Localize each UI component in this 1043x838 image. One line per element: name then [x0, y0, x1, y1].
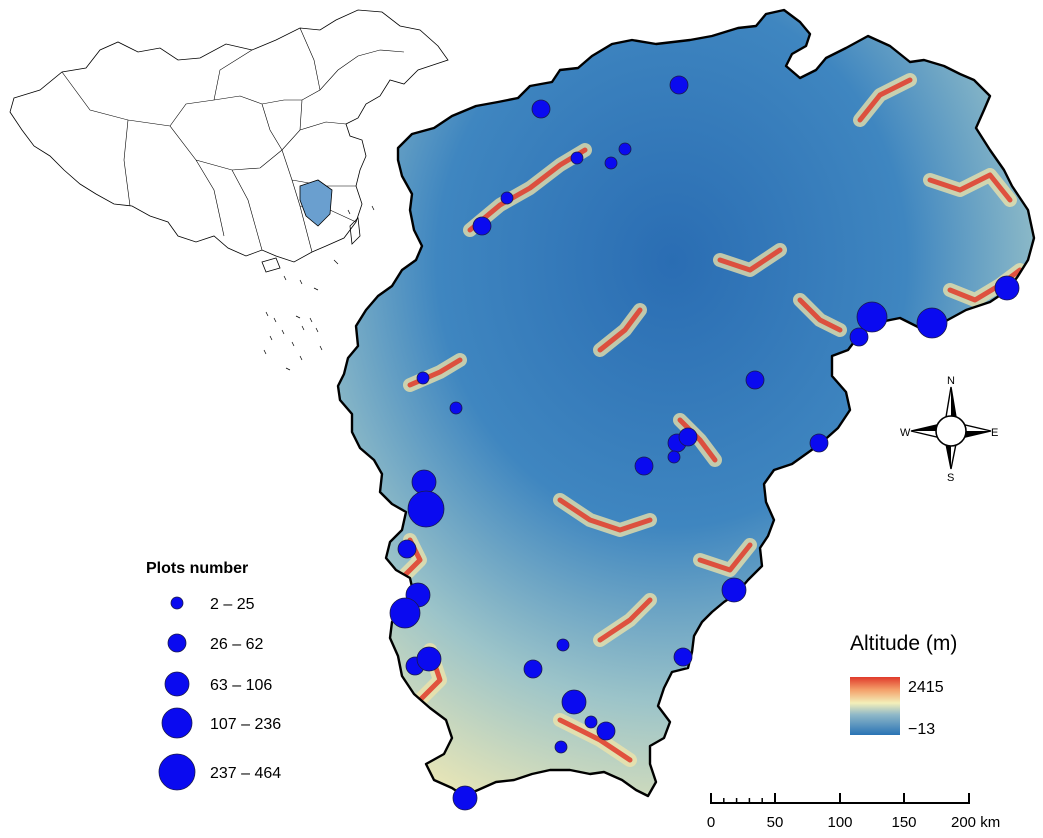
plots-legend: Plots number 2 – 25 26 – 62 63 – 106 107 – …: [146, 560, 281, 791]
altitude-legend: Altitude (m) 2415 −13: [850, 632, 957, 738]
china-outline: [9, 9, 449, 263]
plots-legend-symbol: [161, 707, 193, 739]
province-terrain: [338, 10, 1034, 796]
relief-ridge: [677, 417, 718, 463]
plot-marker: [556, 638, 570, 652]
altitude-color-ramp: [850, 677, 900, 735]
plot-marker: [596, 721, 616, 741]
plot-marker: [669, 75, 689, 95]
plot-marker: [452, 785, 478, 811]
north-arrow-compass: N S E W: [900, 375, 998, 484]
plot-marker: [472, 216, 492, 236]
plot-marker: [407, 490, 445, 528]
plots-legend-symbol: [158, 753, 196, 791]
plots-legend-label: 107 – 236: [210, 716, 281, 733]
relief-ridge: [857, 77, 913, 123]
taiwan-outline: [349, 217, 361, 245]
relief-ridge: [697, 542, 753, 573]
altitude-min-label: −13: [908, 721, 935, 738]
plots-legend-label: 237 – 464: [210, 765, 281, 782]
plot-marker: [554, 740, 568, 754]
scale-tick-label: 0: [707, 814, 715, 831]
hainan-outline: [261, 257, 281, 273]
plot-marker: [570, 151, 584, 165]
compass-e-label: E: [991, 427, 998, 439]
plot-marker: [416, 371, 430, 385]
compass-s-label: S: [947, 472, 954, 484]
plot-marker: [416, 646, 442, 672]
relief-ridge: [467, 147, 588, 233]
scale-bar: 0 50 100 150 200 km: [707, 793, 1000, 831]
relief-ridge: [557, 717, 633, 763]
plot-marker: [721, 577, 747, 603]
plot-marker: [916, 307, 948, 339]
plots-legend-label: 63 – 106: [210, 677, 272, 694]
plots-legend-symbol: [170, 596, 184, 610]
compass-n-label: N: [947, 375, 955, 387]
plots-legend-symbol: [164, 671, 190, 697]
plot-marker: [618, 142, 632, 156]
plots-legend-label: 2 – 25: [210, 596, 255, 613]
province-borders: [61, 27, 405, 253]
plot-marker: [500, 191, 514, 205]
plot-marker: [531, 99, 551, 119]
plot-marker: [745, 370, 765, 390]
scale-tick-label: 150: [891, 814, 916, 831]
plot-marker: [673, 647, 693, 667]
compass-w-label: W: [900, 427, 911, 439]
plot-marker: [411, 469, 437, 495]
plot-marker: [809, 433, 829, 453]
china-inset-map: [9, 9, 449, 371]
plot-marker: [678, 427, 698, 447]
plots-legend-title: Plots number: [146, 560, 248, 577]
plot-marker: [634, 456, 654, 476]
jiangxi-highlight: [299, 179, 333, 227]
relief-ridge: [557, 497, 653, 533]
plots-legend-symbol: [167, 633, 187, 653]
plot-marker: [397, 539, 417, 559]
plot-marker: [449, 401, 463, 415]
scale-tick-label: 50: [767, 814, 784, 831]
plot-marker: [584, 715, 598, 729]
compass-center-circle: [935, 415, 967, 447]
relief-ridge: [597, 597, 653, 643]
relief-ridge: [717, 247, 783, 273]
altitude-max-label: 2415: [908, 679, 944, 696]
plot-marker: [389, 597, 421, 629]
plot-marker: [523, 659, 543, 679]
relief-ridge: [597, 307, 643, 353]
scale-tick-label: 100: [827, 814, 852, 831]
plot-marker: [994, 275, 1020, 301]
plot-marker: [849, 327, 869, 347]
plot-markers: [389, 75, 1020, 811]
plot-marker: [856, 301, 888, 333]
plot-marker: [561, 689, 587, 715]
altitude-legend-title: Altitude (m): [850, 632, 957, 655]
plots-legend-label: 26 – 62: [210, 636, 263, 653]
plot-marker: [604, 156, 618, 170]
relief-ridge: [797, 297, 843, 333]
scale-tick-label: 200 km: [951, 814, 1000, 831]
plot-marker: [667, 450, 681, 464]
relief-ridge: [927, 172, 1013, 203]
south-sea-islands: [263, 205, 375, 371]
